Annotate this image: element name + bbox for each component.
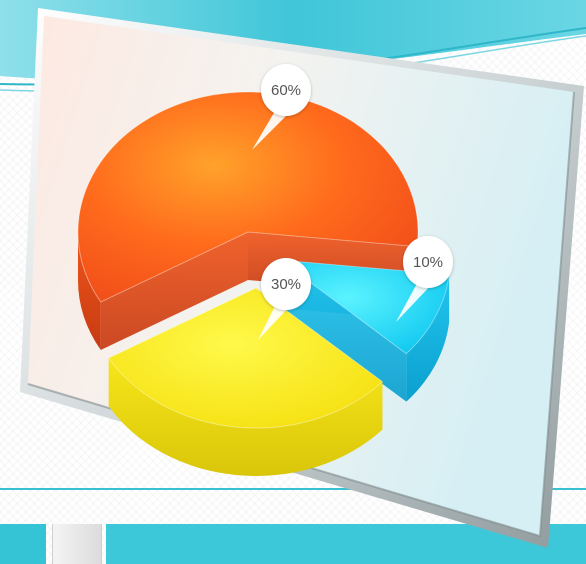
data-label-text: 60% [271,82,301,99]
data-label-30: 30% [258,258,311,340]
pie-slice-60-radial-wall [100,232,248,350]
pie-slice-60-outer-wall [78,232,101,350]
pie-slice-10-outer-wall [406,274,450,402]
pie-slice-60-top [77,91,419,303]
data-label-10: 10% [396,236,453,322]
data-label-text: 30% [271,276,301,293]
data-label-pointer [258,300,292,340]
data-label-bubble [403,236,453,288]
pie-labels: 60% 10% 30% [252,64,453,340]
data-label-bubble [261,258,311,310]
data-label-pointer [252,106,292,150]
pie-slice-30-outer-wall [108,358,383,476]
data-label-pointer [396,278,434,322]
data-label-60: 60% [252,64,311,150]
data-label-bubble [261,64,311,116]
pie-slice-10-radial-wall [280,260,407,402]
data-label-text: 10% [413,254,443,271]
bottom-decor-line [0,488,586,490]
pie-slice-30 [108,287,384,476]
pie-slice-30-top [108,287,384,429]
bottom-bar-segment-left [0,524,46,564]
bottom-bar-segment-middle [52,524,102,564]
pie-slice-10-top [278,259,450,355]
